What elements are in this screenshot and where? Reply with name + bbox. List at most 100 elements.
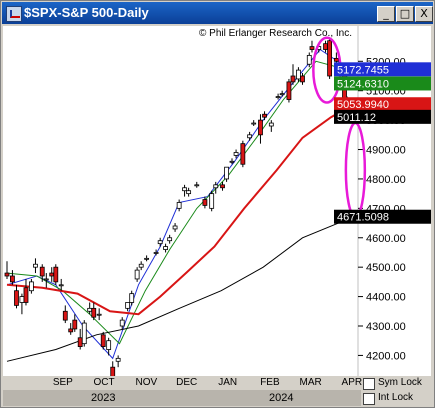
candle-body: [125, 302, 131, 309]
candle-body: [39, 266, 45, 277]
candle-body: [240, 143, 246, 165]
price-tag-box: [334, 209, 431, 224]
candle-body: [100, 334, 106, 347]
candle-body: [262, 113, 267, 118]
candle-body: [186, 190, 192, 195]
candle-body: [129, 293, 135, 303]
minimize-button[interactable]: _: [377, 6, 395, 22]
y-tick-label: 4400.00: [366, 292, 406, 304]
candle-body: [247, 134, 253, 139]
x-tick-label: FEB: [260, 377, 280, 388]
price-tag-label: 5011.12: [337, 112, 376, 124]
price-tag-box: [334, 109, 431, 124]
candle-body: [106, 340, 112, 350]
candle-body: [202, 199, 208, 206]
sym-lock-box[interactable]: [363, 378, 375, 390]
candle-body: [77, 337, 83, 347]
price-chart: 4200.004300.004400.004500.004600.004700.…: [4, 26, 431, 382]
year-label-2023: 2023: [91, 392, 116, 404]
candle-body: [87, 307, 93, 312]
candle-body: [157, 240, 163, 245]
candle-body: [300, 75, 305, 83]
candle-body: [91, 307, 97, 318]
candle-body: [333, 57, 339, 62]
candle-body: [224, 166, 229, 180]
chart-area: 4200.00 4300.00 4400.00 4500.00 4600.00 4700.…: [3, 26, 431, 382]
candle-body: [153, 252, 159, 254]
candle-body: [49, 272, 55, 277]
candle-body: [72, 319, 78, 330]
candle-body: [167, 237, 173, 242]
candle-body: [96, 313, 102, 316]
x-tick-label: OCT: [93, 377, 115, 388]
chart-app-icon: [6, 6, 22, 22]
candle-body: [81, 322, 87, 345]
y-tick-label: 4200.00: [366, 350, 406, 362]
price-tag-box: [334, 97, 431, 112]
price-tag-box: [334, 62, 431, 77]
candle-body: [138, 263, 144, 268]
candle-body: [23, 287, 29, 303]
candle-body: [309, 46, 315, 50]
candle-body: [119, 319, 125, 327]
candle-body: [144, 257, 150, 260]
candle-body: [62, 310, 68, 321]
candle-body: [290, 75, 296, 83]
candle-body: [286, 81, 292, 100]
candle-body: [258, 119, 263, 136]
price-tag-label: 5053.9940: [337, 99, 389, 111]
candle-body: [296, 69, 301, 80]
candle-body: [327, 40, 333, 77]
candle-body: [10, 275, 15, 283]
y-tick-label: 4300.00: [366, 321, 406, 333]
y-tick-label: 4900.00: [366, 145, 406, 157]
candle-body: [306, 55, 312, 65]
candle-body: [163, 246, 168, 250]
x-tick-label: DEC: [176, 377, 198, 388]
candle-body: [19, 296, 25, 303]
price-tag-box: [334, 76, 431, 91]
series-line: [6, 216, 355, 362]
y-tick-label: 4800.00: [366, 174, 406, 186]
close-button[interactable]: X: [415, 6, 433, 22]
x-tick-label: SEP: [52, 377, 73, 388]
candle-body: [279, 93, 285, 96]
x-tick-label: MAR: [299, 377, 322, 388]
int-lock-label: Int Lock: [378, 392, 414, 403]
candle-body: [33, 263, 38, 268]
candle-body: [4, 272, 10, 277]
candle-body: [213, 184, 219, 189]
candle-body: [176, 202, 182, 209]
y-tick-label: 5200.00: [366, 56, 406, 68]
candle-body: [233, 152, 239, 156]
candle-body: [14, 290, 19, 306]
y-tick-label: 4600.00: [366, 233, 406, 245]
candle-body: [134, 269, 140, 280]
x-axis: SEP OCT NOV DEC JAN FEB MAR APR: [3, 376, 362, 390]
candle-body: [209, 193, 215, 209]
y-tick-label: 4500.00: [366, 262, 406, 274]
candle-body: [229, 160, 235, 163]
candle-body: [220, 184, 225, 189]
year-label-2024: 2024: [269, 392, 294, 404]
int-lock-checkbox[interactable]: Int Lock: [363, 392, 433, 406]
sym-lock-checkbox[interactable]: Sym Lock: [363, 377, 433, 391]
x-tick-label: JAN: [218, 377, 238, 388]
title-bar[interactable]: $SPX-S&P 500-Daily _ □ X: [2, 2, 433, 24]
candle-body: [53, 266, 59, 283]
maximize-button[interactable]: □: [396, 6, 414, 22]
candle-body: [251, 122, 257, 125]
candle-body: [268, 122, 274, 127]
candle-body: [58, 284, 64, 287]
candle-body: [110, 366, 116, 380]
candle-body: [172, 225, 178, 230]
price-tag-label: 5172.7455: [337, 64, 389, 76]
candle-body: [28, 281, 34, 292]
int-lock-box[interactable]: [363, 393, 375, 405]
copyright-text: © Phil Erlanger Research Co., Inc.: [199, 28, 352, 39]
window-title: $SPX-S&P 500-Daily: [24, 5, 149, 20]
candle-body: [115, 357, 121, 362]
candle-body: [182, 187, 187, 192]
year-bar: 2023 2024: [3, 390, 361, 406]
